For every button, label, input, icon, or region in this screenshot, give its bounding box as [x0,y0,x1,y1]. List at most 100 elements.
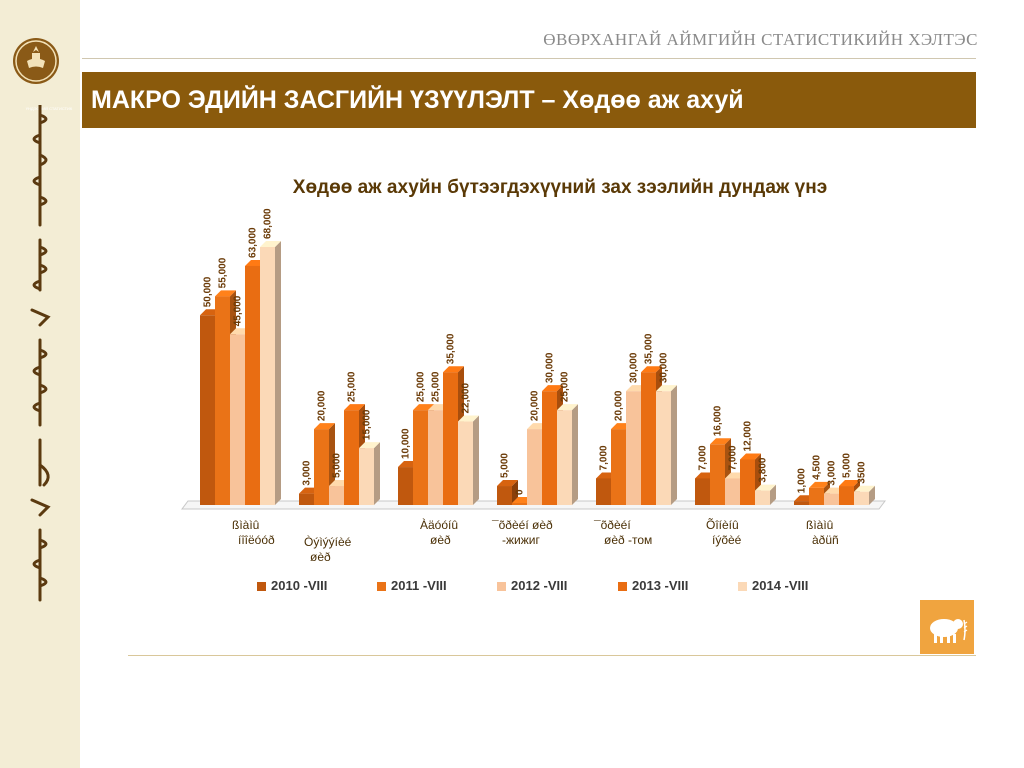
category-label-line: øèð -том [604,533,653,547]
bar-face [596,478,611,505]
bar [755,484,776,505]
bar-face [458,421,473,505]
legend-label: 2012 -VIII [511,578,568,593]
bar-top [641,366,662,373]
legend-label: 2011 -VIII [391,578,447,593]
bar-face [542,391,557,505]
category-label-line: ¯õðèéí øèð [492,518,553,532]
data-label: 68,000 [263,208,274,239]
data-label: 12,000 [743,420,754,451]
legend-swatch [257,582,266,592]
bar-face [413,410,428,505]
bar-top [260,241,281,247]
bar-side [473,415,479,505]
data-label: 35,000 [446,333,457,364]
data-label: 30,000 [545,352,556,383]
data-label: 20,000 [317,390,328,421]
title-banner: МАКРО ЭДИЙН ЗАСГИЙН ҮЗҮҮЛЭЛТ – Хөдөө аж … [82,72,976,128]
legend-swatch [738,582,747,592]
data-label: 3,000 [302,460,313,485]
category-label-line: íîîëóóð [238,533,275,547]
data-label: 16,000 [713,405,724,436]
data-label: 3,000 [827,460,838,485]
header-divider [82,58,976,59]
data-label: 3,800 [758,457,769,482]
bar-top [497,480,518,487]
bar-face [824,493,839,505]
bar-face [245,265,260,505]
bar-face [794,501,809,505]
bar-face [809,487,824,505]
bar-side [374,442,380,505]
bar-face [200,315,215,505]
bar-face [641,372,656,505]
data-label: 5,000 [500,453,511,478]
bar-side [572,404,578,505]
data-label: 35,000 [644,333,655,364]
bar [854,485,875,505]
data-label: 7,000 [698,445,709,470]
legend-label: 2014 -VIII [752,578,809,593]
bar-face [755,490,770,505]
legend-entry: 2010 -VIII [257,578,327,593]
category-label-line: ßìàìû [232,518,260,532]
bar-face [854,491,869,505]
bar-face [299,493,314,505]
legend-entry: 2011 -VIII [377,578,447,593]
bar-top [215,290,236,297]
bar-face [725,478,740,505]
mongol-script-icon [30,105,51,602]
bar-face [740,459,755,505]
bar [359,442,380,505]
bar-side [770,484,776,505]
bar-top [557,404,578,411]
category-label: ßìàìû àðüñ [806,518,839,548]
logo-emblem-icon: ҮНДЭСНИЙ СТАТИСТИК [13,38,72,111]
category-label-line: Òýìýýíèé [304,535,352,549]
bar-face [215,296,230,505]
bar-top [542,385,563,392]
category-label: ¯õðèéí øèð -жижиг [492,518,553,548]
bar-face [344,410,359,505]
bar-face [611,429,626,505]
data-label: 30,000 [629,352,640,383]
data-label: 25,000 [416,371,427,402]
bar-top [740,453,761,460]
logo-caption: ҮНДЭСНИЙ СТАТИСТИК [25,106,73,111]
bar-face [428,410,443,505]
data-label: 7,000 [728,445,739,470]
bar-face [656,391,671,505]
data-label: 25,000 [347,371,358,402]
category-label: Õîíèíû íýõèé [706,518,741,548]
bar-side [869,485,875,505]
bar-top [854,485,875,492]
bar-top [314,423,335,430]
bar-face [557,410,572,505]
category-label-line: ßìàìû [806,518,834,532]
category-label: ¯õðèéí øèð -том [594,518,652,548]
category-label: ßìàìû íîîëóóð [232,518,275,548]
bar [557,404,578,505]
bar-top [839,480,860,487]
data-label: 0 [515,489,526,495]
legend-swatch [497,582,506,592]
data-label: 50,000 [203,276,214,307]
footer-divider [128,655,976,656]
bar-face [695,478,710,505]
category-label: Òýìýýíèé øèð [304,535,351,565]
org-name: ӨВӨРХАНГАЙ АЙМГИЙН СТАТИСТИКИЙН ХЭЛТЭС [543,30,978,49]
bar-face [710,444,725,505]
legend-entry: 2014 -VIII [738,578,808,593]
data-label: 7,000 [599,445,610,470]
sidebar-band: ҮНДЭСНИЙ СТАТИСТИК [0,0,80,768]
bar-top [443,366,464,373]
bar-face [527,429,542,505]
data-label: 25,000 [431,371,442,402]
data-label: 15,000 [362,409,373,440]
bar-face [497,486,512,505]
bar [497,480,518,505]
bar-top [344,404,365,411]
bar-top [458,415,479,422]
legend-swatch [618,582,627,592]
